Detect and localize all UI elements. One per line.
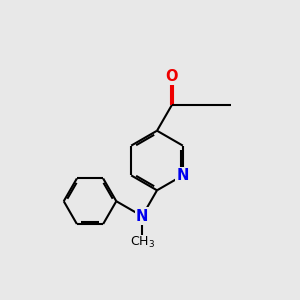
Text: N: N: [177, 168, 189, 183]
Text: O: O: [166, 69, 178, 84]
Text: N: N: [136, 208, 148, 224]
Text: CH$_3$: CH$_3$: [130, 236, 155, 250]
